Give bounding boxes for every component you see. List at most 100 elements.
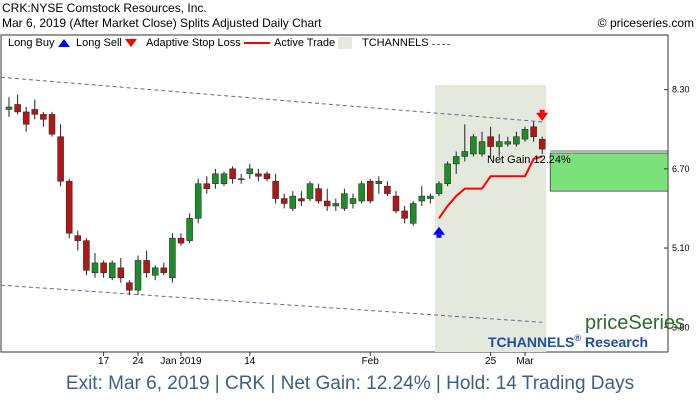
candle — [212, 168, 219, 189]
candle — [100, 260, 107, 278]
candle-body — [452, 156, 460, 165]
candle — [495, 134, 503, 157]
candle — [194, 178, 202, 224]
candle-body — [349, 198, 357, 204]
x-tick-label: 25 — [485, 356, 497, 367]
arrow-down-icon — [124, 39, 137, 48]
candle-body — [323, 200, 331, 207]
candle — [134, 255, 142, 296]
candle-body — [435, 183, 443, 194]
candle-body — [513, 136, 520, 145]
candle — [74, 230, 82, 251]
candle-body — [186, 218, 193, 241]
candle-body — [255, 173, 262, 177]
candle-body — [220, 173, 228, 184]
candle — [366, 178, 374, 204]
candle — [22, 106, 30, 132]
long-buy-arrow — [433, 226, 445, 235]
candle-body — [40, 114, 47, 120]
copyright: © priceseries.com — [597, 16, 694, 30]
candle-body — [298, 198, 305, 202]
legend-long-sell: Long Sell — [76, 37, 137, 49]
candle — [401, 205, 408, 224]
candle — [143, 250, 150, 278]
candle — [349, 193, 357, 209]
candle — [272, 173, 279, 204]
candle — [530, 121, 537, 142]
x-tick-label: 14 — [244, 356, 256, 367]
arrow-up-icon — [57, 39, 70, 48]
x-tick-label: Mar — [516, 356, 534, 367]
candle-body — [263, 173, 271, 180]
candle — [186, 213, 193, 244]
candle — [358, 181, 365, 204]
brand-research: Research — [585, 334, 648, 350]
brand-tchannels-research: TCHANNELS® Research — [488, 333, 648, 350]
x-tick-label: Jan 2019 — [160, 356, 202, 367]
candle-body — [418, 195, 426, 202]
legend: Long Buy Long Sell Adaptive Stop Loss Ac… — [0, 35, 668, 54]
long-sell-stem — [539, 109, 545, 113]
brand-reg: ® — [574, 333, 581, 343]
candle-body — [384, 185, 391, 194]
candle-body — [478, 141, 486, 155]
candle — [177, 233, 185, 246]
candle-body — [470, 136, 477, 155]
price-chart: 3.505.106.708.30 17 24 Jan 2019 14 Feb 25 Mar … — [0, 34, 690, 367]
candle — [255, 168, 262, 182]
candle-body — [530, 126, 537, 137]
candle-body — [108, 262, 116, 278]
candle-body — [427, 195, 434, 199]
legend-adaptive-stop-label: Adaptive Stop Loss — [146, 37, 241, 49]
footer-summary: Exit: Mar 6, 2019 | CRK | Net Gain: 12.2… — [65, 373, 635, 394]
candle — [470, 134, 477, 157]
candle-body — [332, 203, 340, 207]
candle-body — [169, 237, 176, 278]
candle — [14, 94, 21, 115]
candle-body — [487, 136, 494, 147]
candle — [48, 111, 56, 137]
candle-body — [65, 180, 73, 234]
candle — [332, 198, 340, 211]
candle-body — [100, 262, 107, 274]
candle — [315, 183, 322, 204]
candle — [57, 124, 64, 187]
candle-body — [358, 183, 365, 202]
candle — [538, 136, 546, 154]
candle — [220, 171, 228, 187]
candle-body — [5, 106, 13, 110]
x-tick-label: 24 — [132, 356, 144, 367]
candle-body — [74, 235, 82, 241]
candle-body — [392, 195, 400, 212]
candle-body — [31, 109, 39, 115]
candle-body — [212, 173, 219, 184]
y-axis: 3.50 5.10 6.70 8.30 — [664, 85, 690, 332]
dashed-line-icon — [431, 44, 450, 46]
net-gain-label: Net Gain 12.24% — [487, 154, 571, 166]
candle-body — [280, 198, 288, 204]
red-line-icon — [243, 42, 270, 45]
long-buy-stem — [436, 234, 442, 238]
candle-body — [22, 111, 30, 125]
candle-body — [521, 129, 529, 140]
candle — [504, 136, 512, 147]
candle — [375, 176, 383, 194]
candle-body — [177, 237, 185, 244]
candle-body — [126, 282, 133, 291]
brand-tchannels: TCHANNELS — [488, 334, 574, 350]
candle — [169, 233, 176, 283]
candle-body — [203, 183, 211, 189]
legend-active-trade-label: Active Trade — [274, 37, 336, 49]
candle-body — [246, 168, 254, 175]
candle — [108, 260, 116, 281]
legend-long-buy: Long Buy — [8, 37, 70, 49]
candle-body — [409, 203, 417, 224]
candle — [452, 151, 460, 174]
candle — [392, 191, 400, 214]
candle — [306, 181, 314, 202]
candle-body — [57, 136, 64, 182]
candle-body — [315, 188, 322, 202]
candle — [513, 131, 520, 147]
candle-body — [306, 183, 314, 199]
trade-zone-rect — [435, 85, 547, 352]
